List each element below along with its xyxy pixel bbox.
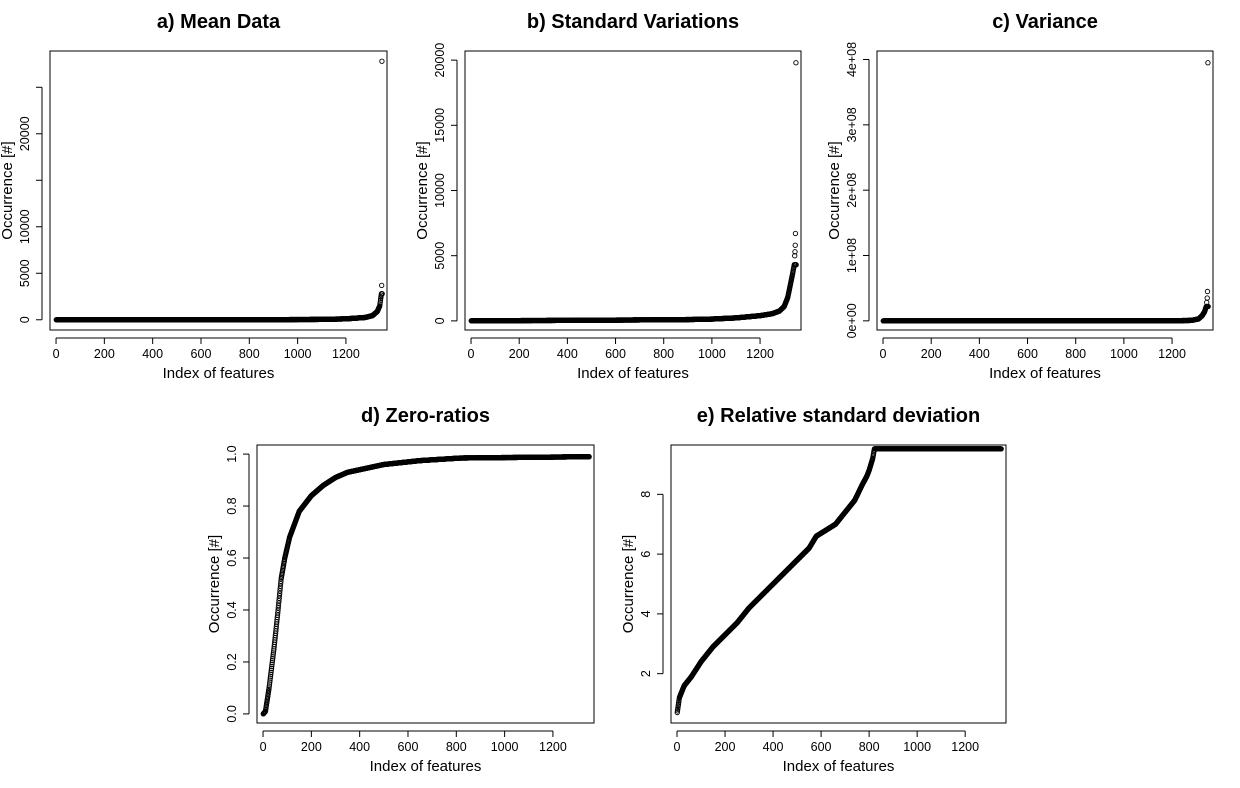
y-tick-label: 0e+00	[845, 303, 859, 338]
data-points	[468, 60, 799, 324]
y-tick-label: 20000	[18, 116, 32, 151]
x-tick-label: 1200	[746, 347, 774, 361]
x-axis-label: Index of features	[989, 365, 1101, 382]
y-tick-label: 3e+08	[845, 107, 859, 142]
data-point	[379, 291, 385, 297]
chart-panel-a: a) Mean Data 0 200 400 600 800 1000 1200 0 5000 10…	[0, 11, 388, 382]
y-tick-label: 10000	[433, 173, 447, 208]
x-tick-label: 0	[468, 347, 475, 361]
x-tick-label: 400	[142, 347, 163, 361]
y-tick-label: 5000	[433, 242, 447, 270]
x-tick-label: 1000	[698, 347, 726, 361]
x-tick-label: 400	[557, 347, 578, 361]
data-point	[377, 301, 383, 307]
y-axis-label: Occurrence [#]	[0, 141, 16, 239]
x-tick-label: 600	[398, 740, 419, 754]
y-axis-label: Occurrence [#]	[206, 535, 223, 633]
x-axis-label: Index of features	[163, 365, 275, 382]
data-point	[377, 297, 384, 303]
x-tick-label: 800	[446, 740, 467, 754]
data-point-outlier	[379, 282, 385, 289]
y-axis-label: Occurrence [#]	[826, 141, 843, 239]
y-tick-label: 1.0	[225, 445, 239, 462]
x-tick-label: 0	[260, 740, 267, 754]
chart-title: b) Standard Variations	[527, 11, 739, 33]
data-point	[377, 303, 383, 309]
data-points	[880, 60, 1211, 324]
data-point-outlier	[793, 60, 799, 66]
data-point-outlier	[1205, 60, 1211, 66]
x-tick-label: 400	[969, 347, 990, 361]
y-tick-label: 5000	[18, 259, 32, 287]
y-tick-label: 1e+08	[845, 238, 859, 273]
chart-panel-b: b) Standard Variations 0 200 400 600 800 1000 1…	[414, 11, 802, 382]
x-tick-label: 600	[1017, 347, 1038, 361]
y-tick-label: 0.4	[225, 601, 239, 618]
x-tick-label: 800	[1065, 347, 1086, 361]
data-points	[260, 454, 592, 717]
y-axis-label: Occurrence [#]	[414, 141, 431, 239]
plot-frame	[876, 50, 1214, 331]
chart-panel-d: d) Zero-ratios 0 200 400 600 800 1000 1200 0.0 0.…	[206, 405, 595, 775]
y-tick-label: 15000	[433, 108, 447, 143]
data-point	[377, 299, 383, 305]
data-point-outlier	[792, 242, 798, 248]
y-tick-label: 4e+08	[845, 42, 859, 77]
y-tick-label: 2e+08	[845, 173, 859, 208]
x-tick-label: 200	[301, 740, 322, 754]
x-tick-label: 200	[921, 347, 942, 361]
chart-panel-c: c) Variance 0 200 400 600 800 1000 1200 0e+00 1e+…	[826, 11, 1214, 382]
x-tick-label: 200	[94, 347, 115, 361]
x-tick-label: 800	[653, 347, 674, 361]
x-tick-label: 200	[509, 347, 530, 361]
x-tick-label: 600	[605, 347, 626, 361]
x-tick-label: 1000	[491, 740, 519, 754]
x-tick-label: 1200	[539, 740, 567, 754]
plot-frame	[464, 50, 802, 331]
chart-title: c) Variance	[992, 11, 1098, 33]
x-tick-label: 1200	[1158, 347, 1186, 361]
x-axis-label: Index of features	[577, 365, 689, 382]
data-point-outlier	[1204, 295, 1210, 301]
x-tick-label: 400	[349, 740, 370, 754]
x-tick-label: 1000	[284, 347, 312, 361]
x-tick-label: 1200	[332, 347, 360, 361]
x-tick-label: 1000	[1110, 347, 1138, 361]
y-tick-label: 0	[433, 317, 447, 324]
y-tick-label: 10000	[18, 209, 32, 244]
data-point-outlier	[792, 230, 799, 237]
data-point-outlier	[379, 58, 385, 64]
y-tick-label: 0.2	[225, 653, 239, 670]
chart-title: d) Zero-ratios	[361, 405, 490, 427]
y-tick-label: 20000	[433, 43, 447, 78]
plot-frame	[256, 444, 595, 724]
x-tick-label: 600	[191, 347, 212, 361]
x-axis-label: Index of features	[370, 758, 482, 775]
data-points	[53, 58, 385, 323]
y-tick-label: 0.8	[225, 497, 239, 514]
chart-title: a) Mean Data	[157, 11, 281, 33]
y-tick-label: 0.0	[225, 705, 239, 722]
x-tick-label: 0	[53, 347, 60, 361]
y-tick-label: 0	[18, 316, 32, 323]
x-tick-label: 0	[880, 347, 887, 361]
x-tick-label: 800	[239, 347, 260, 361]
data-point-outlier	[1204, 288, 1211, 295]
y-tick-label: 0.6	[225, 549, 239, 566]
plot-frame	[49, 50, 388, 331]
